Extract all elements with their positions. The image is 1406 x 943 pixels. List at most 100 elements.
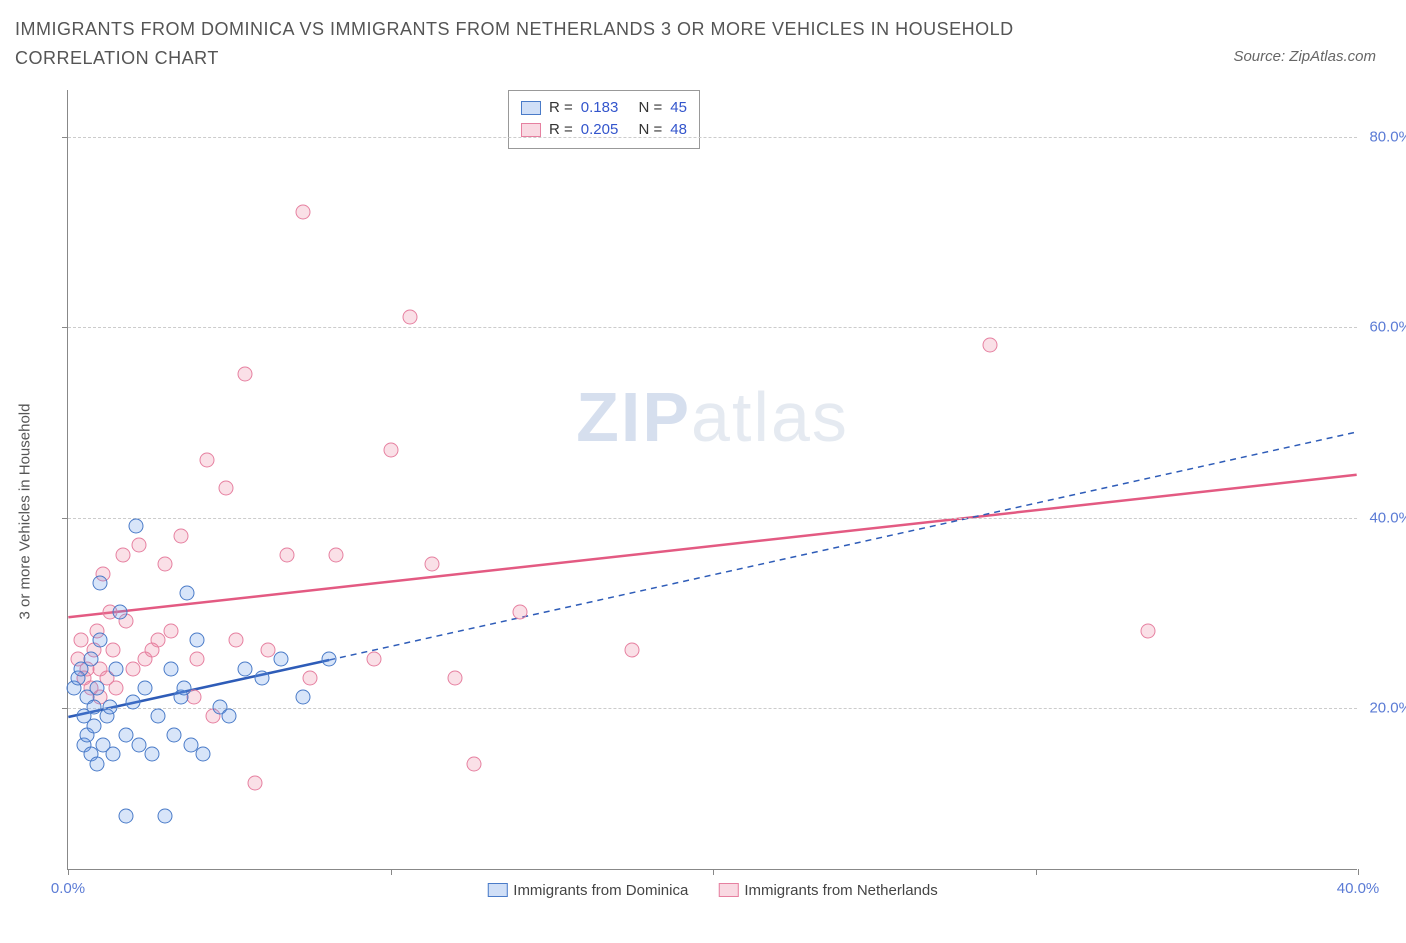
y-tick-mark [62,327,68,328]
data-point [125,661,140,676]
data-point [90,756,105,771]
n-value-dominica: 45 [670,97,687,120]
data-point [983,338,998,353]
data-point [254,671,269,686]
grid-line [68,137,1357,138]
n-label: N = [638,119,662,142]
data-point [190,633,205,648]
data-point [177,680,192,695]
data-point [425,557,440,572]
data-point [322,652,337,667]
watermark: ZIPatlas [576,377,849,457]
data-point [106,642,121,657]
data-point [512,604,527,619]
data-point [128,519,143,534]
swatch-pink-icon [718,883,738,897]
data-point [625,642,640,657]
x-tick-label: 0.0% [51,880,85,897]
data-point [190,652,205,667]
data-point [109,661,124,676]
data-point [131,538,146,553]
n-value-netherlands: 48 [670,119,687,142]
x-tick-mark [713,869,714,875]
legend-item-dominica: Immigrants from Dominica [487,882,688,899]
y-tick-label: 40.0% [1369,509,1406,526]
data-point [119,809,134,824]
data-point [219,481,234,496]
legend-item-netherlands: Immigrants from Netherlands [718,882,937,899]
legend-label-netherlands: Immigrants from Netherlands [744,882,937,899]
data-point [167,728,182,743]
data-point [467,756,482,771]
bottom-legend: Immigrants from Dominica Immigrants from… [487,882,937,899]
x-tick-label: 40.0% [1337,880,1380,897]
data-point [367,652,382,667]
data-point [102,699,117,714]
x-tick-mark [1036,869,1037,875]
trend-lines [68,90,1357,869]
y-axis-label: 3 or more Vehicles in Household [17,403,34,619]
y-tick-mark [62,708,68,709]
data-point [402,309,417,324]
data-point [238,661,253,676]
data-point [302,671,317,686]
data-point [83,652,98,667]
chart-container: 3 or more Vehicles in Household ZIPatlas… [15,78,1391,928]
data-point [173,528,188,543]
r-value-netherlands: 0.205 [581,119,619,142]
legend-label-dominica: Immigrants from Dominica [513,882,688,899]
swatch-blue-icon [521,101,541,115]
swatch-pink-icon [521,123,541,137]
data-point [180,585,195,600]
data-point [222,709,237,724]
stats-row-dominica: R = 0.183 N = 45 [521,97,687,120]
r-value-dominica: 0.183 [581,97,619,120]
y-tick-label: 80.0% [1369,129,1406,146]
data-point [93,576,108,591]
grid-line [68,708,1357,709]
data-point [115,547,130,562]
data-point [138,680,153,695]
data-point [228,633,243,648]
data-point [112,604,127,619]
x-tick-mark [391,869,392,875]
watermark-bold: ZIP [576,378,691,456]
y-tick-mark [62,137,68,138]
data-point [157,809,172,824]
data-point [238,366,253,381]
data-point [199,452,214,467]
y-tick-label: 20.0% [1369,699,1406,716]
stats-legend: R = 0.183 N = 45 R = 0.205 N = 48 [508,90,700,149]
source-label: Source: ZipAtlas.com [1233,48,1376,65]
data-point [196,747,211,762]
y-tick-mark [62,518,68,519]
data-point [280,547,295,562]
data-point [151,709,166,724]
data-point [90,680,105,695]
watermark-light: atlas [691,378,849,456]
r-label: R = [549,119,573,142]
data-point [273,652,288,667]
grid-line [68,327,1357,328]
x-tick-mark [68,869,69,875]
data-point [383,443,398,458]
y-tick-label: 60.0% [1369,319,1406,336]
data-point [164,623,179,638]
data-point [296,205,311,220]
r-label: R = [549,97,573,120]
data-point [1141,623,1156,638]
x-tick-mark [1358,869,1359,875]
data-point [296,690,311,705]
data-point [109,680,124,695]
grid-line [68,518,1357,519]
n-label: N = [638,97,662,120]
swatch-blue-icon [487,883,507,897]
data-point [328,547,343,562]
data-point [448,671,463,686]
chart-title: IMMIGRANTS FROM DOMINICA VS IMMIGRANTS F… [15,15,1115,73]
stats-row-netherlands: R = 0.205 N = 48 [521,119,687,142]
data-point [151,633,166,648]
plot-area: ZIPatlas R = 0.183 N = 45 R = 0.205 N = … [67,90,1357,870]
data-point [157,557,172,572]
data-point [125,695,140,710]
